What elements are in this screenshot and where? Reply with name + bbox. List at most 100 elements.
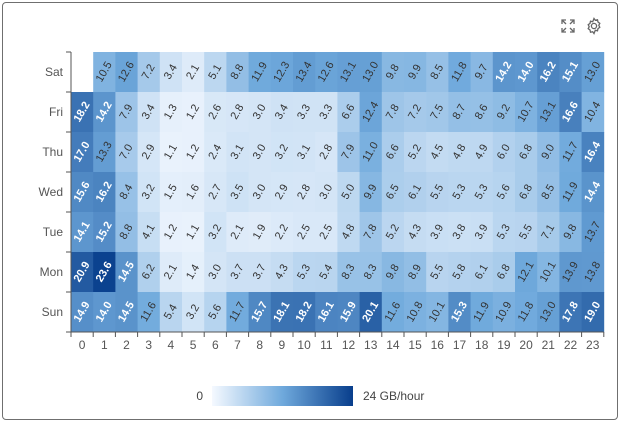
heatmap-cell [270,292,294,333]
heatmap-cell [204,92,227,133]
heatmap-cell [315,172,338,213]
heatmap-cell [426,292,449,333]
heatmap-cell [159,52,183,93]
heatmap-cell [115,292,138,333]
heatmap-cell [359,52,383,93]
heatmap-cell [404,252,427,293]
x-tick-label: 23 [586,338,600,352]
x-tick-label: 5 [190,338,197,352]
heatmap-cell [337,132,360,173]
heatmap-cell [182,52,205,93]
heatmap-cell [315,132,338,173]
heatmap-cell [337,212,360,253]
heatmap-cell [182,132,205,173]
heatmap-cell [293,52,316,93]
heatmap-cell [248,292,272,333]
heatmap-cell [515,252,538,293]
heatmap-cell [448,132,471,173]
heatmap-cell [337,172,360,213]
heatmap-cell [448,212,471,253]
heatmap-cell [182,212,205,253]
heatmap-cell [159,172,183,213]
heatmap-cell [137,132,161,173]
x-tick-label: 18 [475,338,489,352]
heatmap-cell [337,52,360,93]
heatmap-cell [448,252,471,293]
heatmap-cell [359,292,383,333]
heatmap-cell [159,132,183,173]
heatmap-cell [71,172,94,213]
gear-icon[interactable] [585,17,603,35]
x-tick-label: 2 [123,338,130,352]
x-tick-label: 14 [386,338,400,352]
heatmap-cell [159,292,183,333]
heatmap-cell [470,172,494,213]
heatmap-cell [581,252,605,293]
heatmap-cell [93,92,116,133]
heatmap-cell [204,252,227,293]
heatmap-cell [204,132,227,173]
heatmap-cell [404,92,427,133]
heatmap-cell [93,212,116,253]
heatmap-cell [93,292,116,333]
heatmap-cell [404,292,427,333]
heatmap-cell [537,212,560,253]
heatmap-cell [315,212,338,253]
heatmap-cell [426,92,449,133]
heatmap-cell [492,92,516,133]
heatmap-cell [248,132,272,173]
heatmap-cell [581,132,605,173]
y-tick-label: Mon [40,265,63,279]
heatmap-cell [315,92,338,133]
heatmap-cell [492,52,516,93]
heatmap-cell [315,52,338,93]
x-tick-label: 13 [364,338,378,352]
heatmap-cell [537,292,560,333]
heatmap-cell [182,252,205,293]
heatmap-cell [470,292,494,333]
heatmap-cell [515,172,538,213]
heatmap-cell [93,252,116,293]
x-tick-label: 9 [279,338,286,352]
heatmap-cell [115,132,138,173]
heatmap-cell [226,52,249,93]
y-tick-label: Wed [39,185,63,199]
heatmap-cell [93,172,116,213]
y-tick-label: Fri [49,105,63,119]
x-tick-label: 17 [453,338,467,352]
heatmap-cell [204,172,227,213]
y-tick-label: Sat [45,65,64,79]
heatmap-cell [381,292,405,333]
heatmap-cell [226,212,249,253]
heatmap-cell [93,132,116,173]
heatmap-cell [159,92,183,133]
heatmap-cell [115,172,138,213]
x-tick-label: 7 [234,338,241,352]
heatmap-cell [71,212,94,253]
heatmap-cell [537,52,560,93]
y-tick-label: Tue [43,225,64,239]
y-tick-label: Thu [42,145,63,159]
x-tick-label: 15 [408,338,422,352]
heatmap-cell [537,252,560,293]
heatmap-cell [226,172,249,213]
legend-min-label: 0 [196,389,203,403]
heatmap-cell [71,292,94,333]
heatmap-cell [448,52,471,93]
heatmap-cell [470,92,494,133]
x-tick-label: 11 [320,338,333,352]
heatmap-cell [581,52,605,93]
x-tick-label: 22 [564,338,578,352]
heatmap-cell [204,52,227,93]
heatmap-cell [581,212,605,253]
x-tick-label: 1 [101,338,108,352]
heatmap-cell [381,132,405,173]
expand-icon[interactable] [559,17,577,35]
heatmap-cell [270,52,294,93]
heatmap-cell [559,252,582,293]
heatmap-cell [448,172,471,213]
heatmap-cell [470,252,494,293]
heatmap-cell [359,212,383,253]
heatmap-cell [448,92,471,133]
